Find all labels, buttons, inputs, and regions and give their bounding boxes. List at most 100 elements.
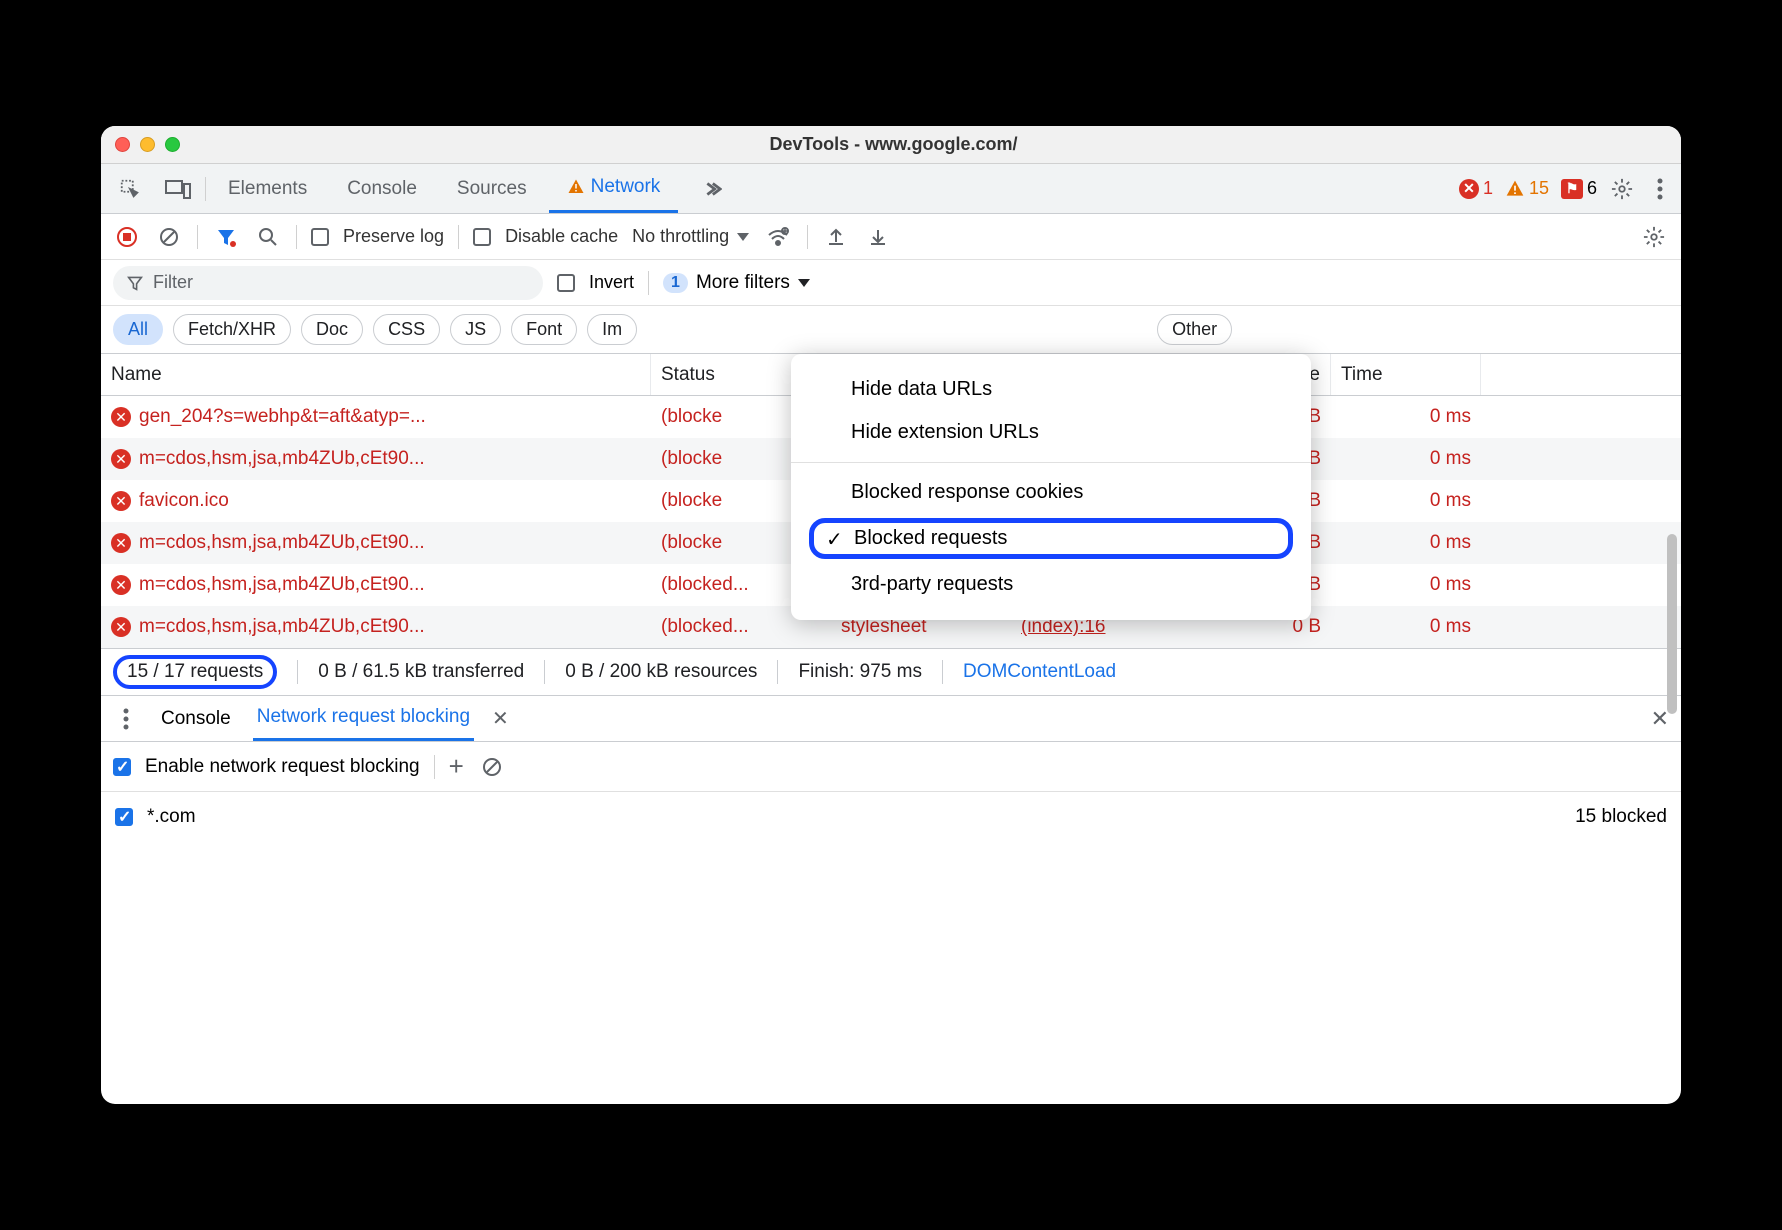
col-name[interactable]: Name [101, 354, 651, 395]
invert-checkbox[interactable] [557, 274, 575, 292]
error-icon: ✕ [111, 449, 131, 469]
preserve-log-label: Preserve log [343, 226, 444, 247]
blocked-count: 15 blocked [1575, 806, 1667, 828]
menu-hide-extension-urls[interactable]: Hide extension URLs [791, 411, 1311, 454]
pattern-checkbox[interactable] [115, 808, 133, 826]
pill-other[interactable]: Other [1157, 314, 1232, 345]
pattern-row[interactable]: *.com 15 blocked [101, 792, 1681, 842]
request-time: 0 ms [1331, 532, 1481, 554]
main-tabs: Elements Console Sources Network ✕ 1 15 … [101, 164, 1681, 214]
pill-css[interactable]: CSS [373, 314, 440, 345]
more-filters-menu: Hide data URLs Hide extension URLs Block… [791, 354, 1311, 620]
pill-doc[interactable]: Doc [301, 314, 363, 345]
network-settings-icon[interactable] [1639, 222, 1669, 252]
request-time: 0 ms [1331, 448, 1481, 470]
enable-blocking-label: Enable network request blocking [145, 756, 420, 778]
throttling-select[interactable]: No throttling [632, 226, 749, 247]
finish-time: Finish: 975 ms [798, 661, 922, 683]
menu-blocked-requests[interactable]: Blocked requests [809, 518, 1293, 559]
preserve-log-checkbox[interactable] [311, 228, 329, 246]
domcontentloaded: DOMContentLoad [963, 661, 1116, 683]
upload-har-icon[interactable] [822, 223, 850, 251]
request-time: 0 ms [1331, 574, 1481, 596]
resources: 0 B / 200 kB resources [565, 661, 757, 683]
device-icon[interactable] [155, 172, 201, 206]
disable-cache-checkbox[interactable] [473, 228, 491, 246]
network-toolbar: Preserve log Disable cache No throttling [101, 214, 1681, 260]
disable-cache-label: Disable cache [505, 226, 618, 247]
error-icon: ✕ [111, 617, 131, 637]
invert-label: Invert [589, 272, 634, 293]
filter-icon[interactable] [212, 223, 240, 251]
network-table: Name Status ize Time ✕gen_204?s=webhp&t=… [101, 354, 1681, 648]
error-icon: ✕ [111, 407, 131, 427]
error-icon: ✕ [1459, 179, 1479, 199]
titlebar: DevTools - www.google.com/ [101, 126, 1681, 164]
status-bar: 15 / 17 requests 0 B / 61.5 kB transferr… [101, 648, 1681, 696]
filter-row: Filter Invert 1 More filters [101, 260, 1681, 306]
close-drawer-tab-icon[interactable]: ✕ [492, 706, 509, 731]
chevron-down-icon [737, 233, 749, 241]
network-conditions-icon[interactable] [763, 223, 793, 251]
type-filter-row: All Fetch/XHR Doc CSS JS Font Im Other [101, 306, 1681, 354]
add-pattern-icon[interactable]: + [449, 751, 464, 782]
warning-count[interactable]: 15 [1505, 178, 1549, 199]
clear-patterns-icon[interactable] [478, 753, 506, 781]
tab-network[interactable]: Network [549, 164, 679, 213]
issues-icon: ⚑ [1561, 179, 1583, 199]
pill-fetch[interactable]: Fetch/XHR [173, 314, 291, 345]
drawer-tab-blocking[interactable]: Network request blocking [253, 696, 474, 741]
kebab-icon[interactable] [1647, 172, 1673, 206]
download-har-icon[interactable] [864, 223, 892, 251]
vertical-scrollbar[interactable] [1667, 534, 1677, 714]
inspect-icon[interactable] [109, 172, 151, 206]
pill-js[interactable]: JS [450, 314, 501, 345]
transferred: 0 B / 61.5 kB transferred [318, 661, 524, 683]
error-icon: ✕ [111, 491, 131, 511]
warning-icon [567, 178, 585, 196]
tab-console[interactable]: Console [329, 164, 435, 213]
col-time[interactable]: Time [1331, 354, 1481, 395]
drawer-tabs: Console Network request blocking ✕ ✕ [101, 696, 1681, 742]
pattern-text: *.com [147, 806, 196, 828]
more-filters-count: 1 [663, 273, 688, 293]
issues-count[interactable]: ⚑ 6 [1561, 178, 1597, 199]
request-name: m=cdos,hsm,jsa,mb4ZUb,cEt90... [139, 448, 425, 470]
request-time: 0 ms [1331, 406, 1481, 428]
settings-icon[interactable] [1601, 172, 1643, 206]
window-title: DevTools - www.google.com/ [120, 134, 1667, 155]
issue-counters[interactable]: ✕ 1 15 ⚑ 6 [1459, 178, 1597, 199]
record-button[interactable] [113, 223, 141, 251]
menu-3rd-party[interactable]: 3rd-party requests [791, 563, 1311, 606]
menu-hide-data-urls[interactable]: Hide data URLs [791, 368, 1311, 411]
enable-blocking-checkbox[interactable] [113, 758, 131, 776]
chevron-down-icon [798, 279, 810, 287]
blocking-toolbar: Enable network request blocking + [101, 742, 1681, 792]
pill-font[interactable]: Font [511, 314, 577, 345]
tab-sources[interactable]: Sources [439, 164, 545, 213]
request-time: 0 ms [1331, 616, 1481, 638]
request-name: m=cdos,hsm,jsa,mb4ZUb,cEt90... [139, 616, 425, 638]
tab-network-label: Network [591, 176, 661, 198]
requests-count: 15 / 17 requests [113, 655, 277, 689]
filter-input[interactable]: Filter [113, 266, 543, 300]
pill-all[interactable]: All [113, 314, 163, 345]
devtools-window: DevTools - www.google.com/ Elements Cons… [101, 126, 1681, 1104]
funnel-icon [127, 275, 143, 291]
drawer-kebab-icon[interactable] [113, 702, 139, 736]
clear-button[interactable] [155, 223, 183, 251]
request-name: gen_204?s=webhp&t=aft&atyp=... [139, 406, 426, 428]
error-icon: ✕ [111, 575, 131, 595]
menu-blocked-cookies[interactable]: Blocked response cookies [791, 471, 1311, 514]
request-name: m=cdos,hsm,jsa,mb4ZUb,cEt90... [139, 574, 425, 596]
pill-img[interactable]: Im [587, 314, 637, 345]
drawer-tab-console[interactable]: Console [157, 696, 235, 741]
more-filters-dropdown[interactable]: 1 More filters [663, 272, 810, 294]
more-tabs-button[interactable] [682, 164, 740, 213]
request-name: favicon.ico [139, 490, 229, 512]
request-name: m=cdos,hsm,jsa,mb4ZUb,cEt90... [139, 532, 425, 554]
warning-icon [1505, 179, 1525, 199]
error-count[interactable]: ✕ 1 [1459, 178, 1493, 199]
search-icon[interactable] [254, 223, 282, 251]
tab-elements[interactable]: Elements [210, 164, 325, 213]
